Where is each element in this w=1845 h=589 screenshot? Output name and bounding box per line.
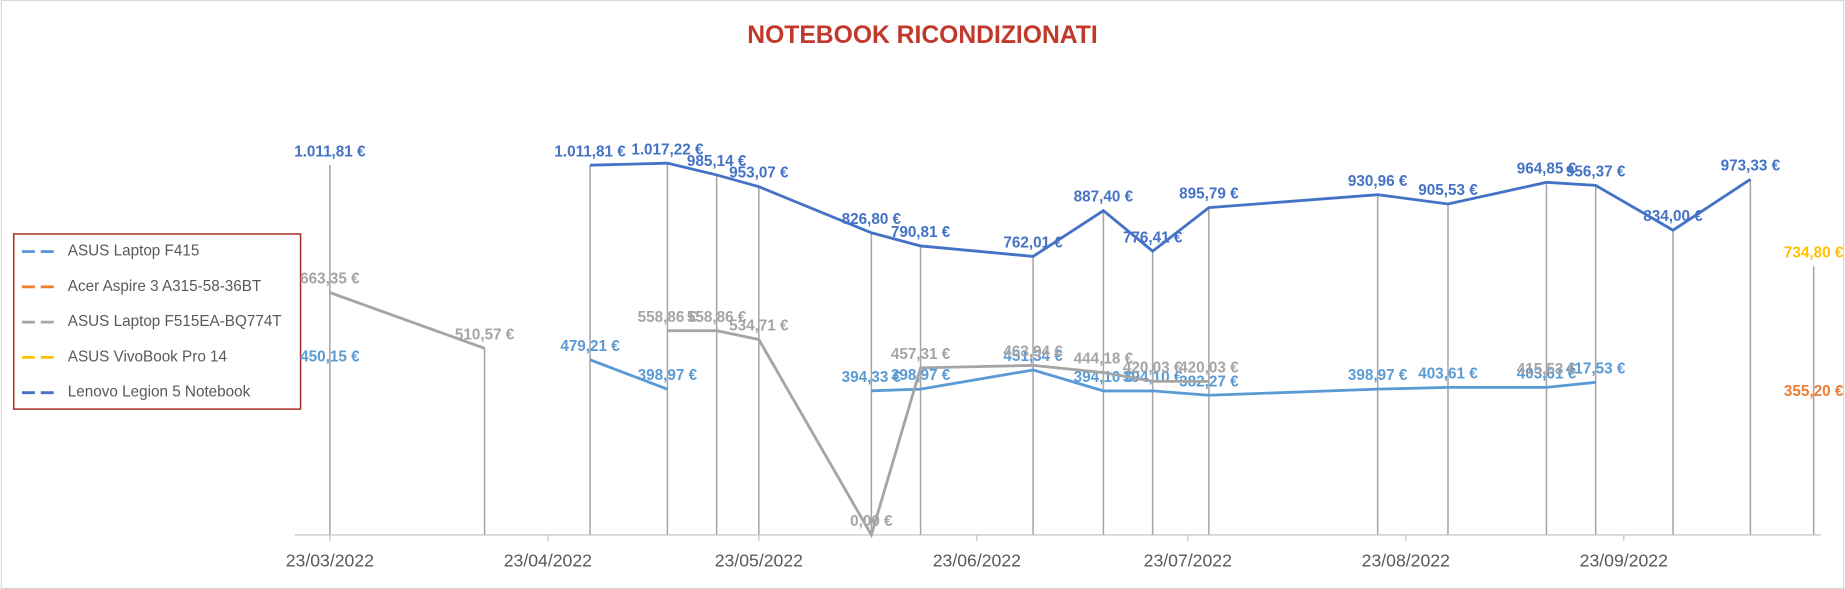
legend-label: Acer Aspire 3 A315-58-36BT [68,278,261,295]
data-label: 450,15 € [300,349,360,366]
data-label: 985,14 € [687,153,747,170]
data-label: 403,61 € [1517,366,1577,383]
x-tick-label: 23/06/2022 [933,551,1021,571]
series-line [589,161,1752,258]
data-label: 905,53 € [1418,182,1478,199]
data-label: 0,00 € [850,513,893,530]
x-tick-label: 23/07/2022 [1144,551,1232,571]
legend-label: ASUS VivoBook Pro 14 [68,348,228,365]
x-tick-label: 23/08/2022 [1362,551,1450,571]
data-label: 463,94 € [1003,343,1063,360]
data-label: 956,37 € [1566,164,1626,181]
data-label: 444,18 € [1074,351,1134,368]
data-label: 398,97 € [1348,367,1408,384]
data-label: 398,97 € [891,367,951,384]
x-tick-label: 23/05/2022 [715,551,803,571]
data-label: 790,81 € [891,224,951,241]
data-label: 394,33 € [842,369,902,386]
data-label: 420,03 € [1123,360,1183,377]
data-label: 1.011,81 € [554,143,626,160]
data-label: 355,20 € [1784,383,1844,400]
legend-label: ASUS Laptop F415 [68,243,200,260]
data-label: 776,41 € [1123,229,1183,246]
data-label: 973,33 € [1721,157,1781,174]
x-tick-label: 23/04/2022 [504,551,592,571]
legend-label: ASUS Laptop F515EA-BQ774T [68,313,282,330]
data-label: 420,03 € [1179,360,1239,377]
legend-label: Lenovo Legion 5 Notebook [68,384,251,401]
data-label: 834,00 € [1643,208,1703,225]
data-label: 930,96 € [1348,173,1408,190]
data-label: 382,27 € [1179,373,1239,390]
data-label: 451,34 € [1003,348,1063,365]
series-line [589,358,1596,397]
data-label: 534,71 € [729,318,789,335]
data-label: 394,10 € [1123,369,1183,386]
x-tick-label: 23/09/2022 [1580,551,1668,571]
data-label: 887,40 € [1074,189,1134,206]
data-label: 895,79 € [1179,186,1239,203]
data-label: 479,21 € [560,338,620,355]
data-label: 417,53 € [1566,360,1626,377]
data-label: 558,86 € [638,309,698,326]
data-label: 394,10 € [1074,369,1134,386]
chart-title: NOTEBOOK RICONDIZIONATI [747,22,1097,49]
data-label: 762,01 € [1003,235,1063,252]
data-label: 1.011,81 € [294,143,366,160]
data-label: 1.017,22 € [631,141,704,158]
data-label: 663,35 € [300,271,360,288]
data-label: 964,85 € [1517,160,1577,177]
data-label: 510,57 € [455,326,515,343]
data-label: 953,07 € [729,165,789,182]
data-label: 457,31 € [891,346,951,363]
data-label: 403,61 € [1418,366,1478,383]
data-label: 398,97 € [638,367,698,384]
x-tick-label: 23/03/2022 [286,551,374,571]
legend-box [12,233,302,410]
data-label: 558,86 € [687,309,747,326]
data-label: 734,80 € [1784,245,1844,262]
data-label: 415,53 € [1517,361,1577,378]
data-label: 826,80 € [842,211,902,228]
